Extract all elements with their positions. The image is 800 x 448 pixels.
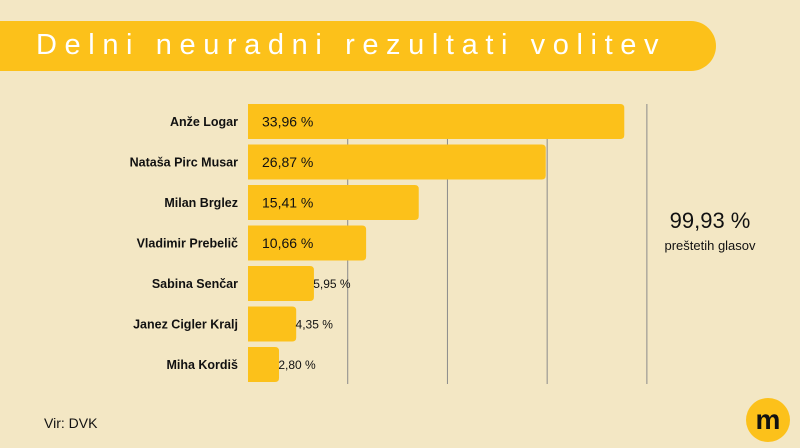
bar-3 [248, 225, 367, 261]
category-label-1: Nataša Pirc Musar [130, 156, 239, 170]
category-label-0: Anže Logar [170, 115, 238, 129]
value-label-4: 5,95 % [313, 277, 351, 291]
value-label-0: 33,96 % [262, 114, 313, 130]
title-banner [0, 21, 716, 71]
bar-1 [248, 144, 546, 180]
category-label-5: Janez Cigler Kralj [133, 318, 238, 332]
m-logo-icon: m [746, 398, 790, 442]
counted-votes-label: preštetih glasov [664, 238, 756, 253]
source-note: Vir: DVK [44, 415, 98, 431]
bar-4 [248, 266, 314, 301]
value-label-3: 10,66 % [262, 235, 313, 251]
value-label-2: 15,41 % [262, 195, 313, 211]
bar-5 [248, 306, 297, 342]
page-title: Delni neuradni rezultati volitev [36, 29, 667, 61]
category-label-6: Miha Kordiš [166, 358, 238, 372]
category-label-3: Vladimir Prebelič [137, 237, 238, 251]
category-label-2: Milan Brglez [164, 196, 238, 210]
bar-6 [248, 347, 280, 382]
counted-votes-value: 99,93 % [669, 208, 751, 233]
value-label-1: 26,87 % [262, 154, 313, 170]
value-label-5: 4,35 % [296, 318, 334, 332]
bar-0 [248, 104, 625, 139]
logo-letter: m [756, 404, 781, 435]
value-label-6: 2,80 % [278, 358, 316, 372]
bar-2 [248, 185, 419, 220]
counted-votes-summary: 99,93 % preštetih glasov [640, 208, 780, 253]
category-label-4: Sabina Senčar [152, 277, 238, 291]
